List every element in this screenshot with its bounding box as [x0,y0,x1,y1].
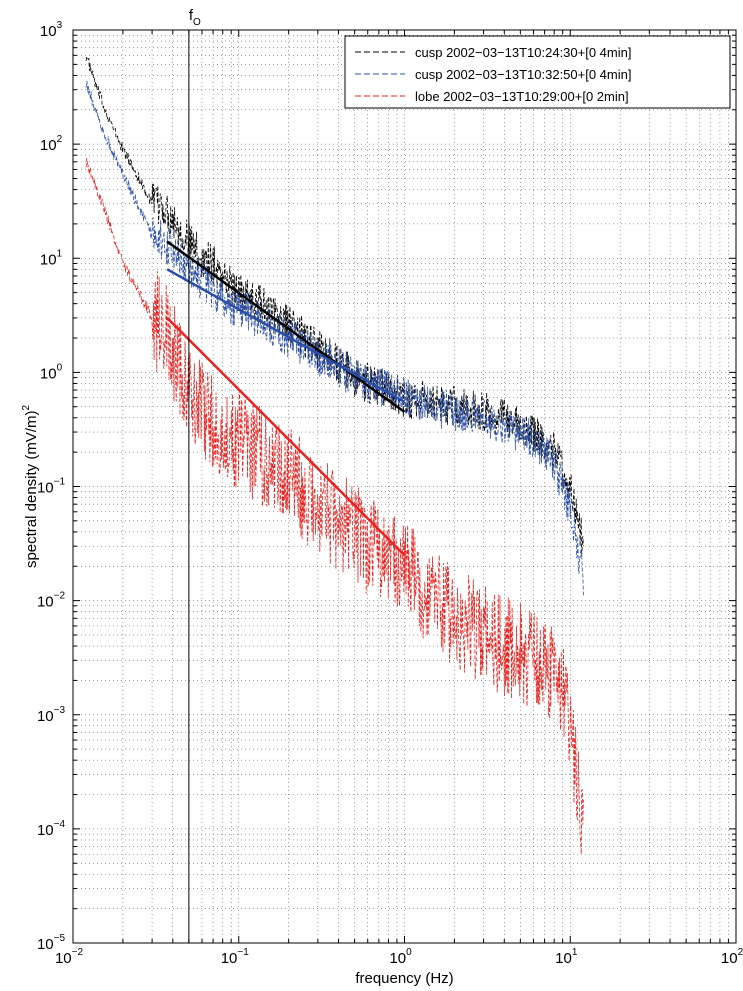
series-line-0 [85,55,584,557]
series-line-1 [85,80,584,596]
y-tick-label-exp: 0 [57,362,63,373]
legend: cusp 2002−03−13T10:24:30+[0 4min] cusp 20… [344,35,731,109]
y-tick-label: 102 [40,134,63,154]
x-tick-label-base: 10 [721,950,738,967]
y-tick-label-base: 10 [40,365,57,382]
legend-entry: cusp 2002−03−13T10:32:50+[0 4min] [415,67,631,82]
x-tick-labels: 10−2 10−1 100 101 102 [55,947,743,967]
x-tick-label-base: 10 [221,950,238,967]
y-tick-label-exp: −5 [54,933,66,944]
fit-lines-group [166,240,406,557]
y-axis-label: spectral density (mV/m)2 [21,405,40,569]
y-tick-label-exp: 2 [57,134,63,145]
x-tick-label-exp: −1 [237,947,249,958]
ticks-group [72,29,737,944]
y-tick-label: 10−1 [37,477,66,497]
y-tick-label: 10−2 [37,591,66,611]
x-tick-label: 101 [555,947,578,967]
legend-entry: cusp 2002−03−13T10:24:30+[0 4min] [415,45,631,60]
x-tick-label-base: 10 [555,950,572,967]
x-tick-label: 100 [389,947,412,967]
x-tick-label-exp: 1 [572,947,578,958]
annotation-label-sub: O [193,17,201,28]
y-tick-label-exp: 1 [57,248,63,259]
y-axis-label-sup: 2 [21,405,32,411]
y-tick-label: 100 [40,362,63,382]
annotation-group: fO [188,7,201,943]
legend-entry: lobe 2002−03−13T10:29:00+[0 2min] [415,89,629,104]
x-tick-label-exp: 0 [406,947,412,958]
y-tick-label: 101 [40,248,63,268]
fit-line-1 [166,268,406,404]
y-tick-label-base: 10 [40,137,57,154]
x-axis-label: frequency (Hz) [355,970,453,987]
x-tick-label-base: 10 [389,950,406,967]
y-tick-label-exp: −4 [54,819,66,830]
y-tick-label-exp: −1 [54,477,66,488]
x-tick-label-exp: −2 [72,947,84,958]
fit-line-0 [166,240,406,413]
y-tick-label: 10−4 [37,819,66,839]
y-tick-label: 10−3 [37,705,66,725]
y-tick-label-base: 10 [40,23,57,40]
y-tick-label-exp: −3 [54,705,66,716]
x-tick-label: 10−1 [221,947,250,967]
y-tick-label-base: 10 [37,480,54,497]
legend-box [344,35,731,109]
y-tick-label-base: 10 [37,708,54,725]
y-tick-label-base: 10 [40,251,57,268]
y-tick-label-base: 10 [37,594,54,611]
x-tick-label-exp: 2 [738,947,743,958]
y-tick-label-base: 10 [37,822,54,839]
y-tick-label-exp: 3 [57,20,63,31]
y-tick-label-base: 10 [37,936,54,953]
grid [73,30,736,943]
x-tick-label-base: 10 [55,950,72,967]
y-tick-label: 10−5 [37,933,66,953]
annotation-label: fO [189,7,201,28]
x-tick-label: 10−2 [55,947,84,967]
annotation-label-main: f [189,7,194,24]
y-axis-label-text: spectral density (mV/m) [23,411,40,569]
y-tick-label: 103 [40,20,63,40]
series-line-2 [85,158,584,854]
y-tick-label-exp: −2 [54,591,66,602]
fit-line-2 [166,317,406,557]
x-tick-label: 102 [721,947,743,967]
series-group [85,55,584,854]
